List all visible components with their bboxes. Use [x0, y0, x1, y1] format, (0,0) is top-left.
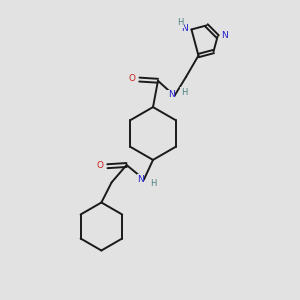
Text: N: N	[181, 24, 188, 33]
Text: H: H	[150, 179, 156, 188]
Text: H: H	[177, 18, 183, 27]
Text: O: O	[128, 74, 135, 83]
Text: N: N	[137, 175, 144, 184]
Text: O: O	[96, 161, 103, 170]
Text: N: N	[168, 90, 175, 99]
Text: N: N	[221, 32, 228, 40]
Text: H: H	[181, 88, 187, 97]
